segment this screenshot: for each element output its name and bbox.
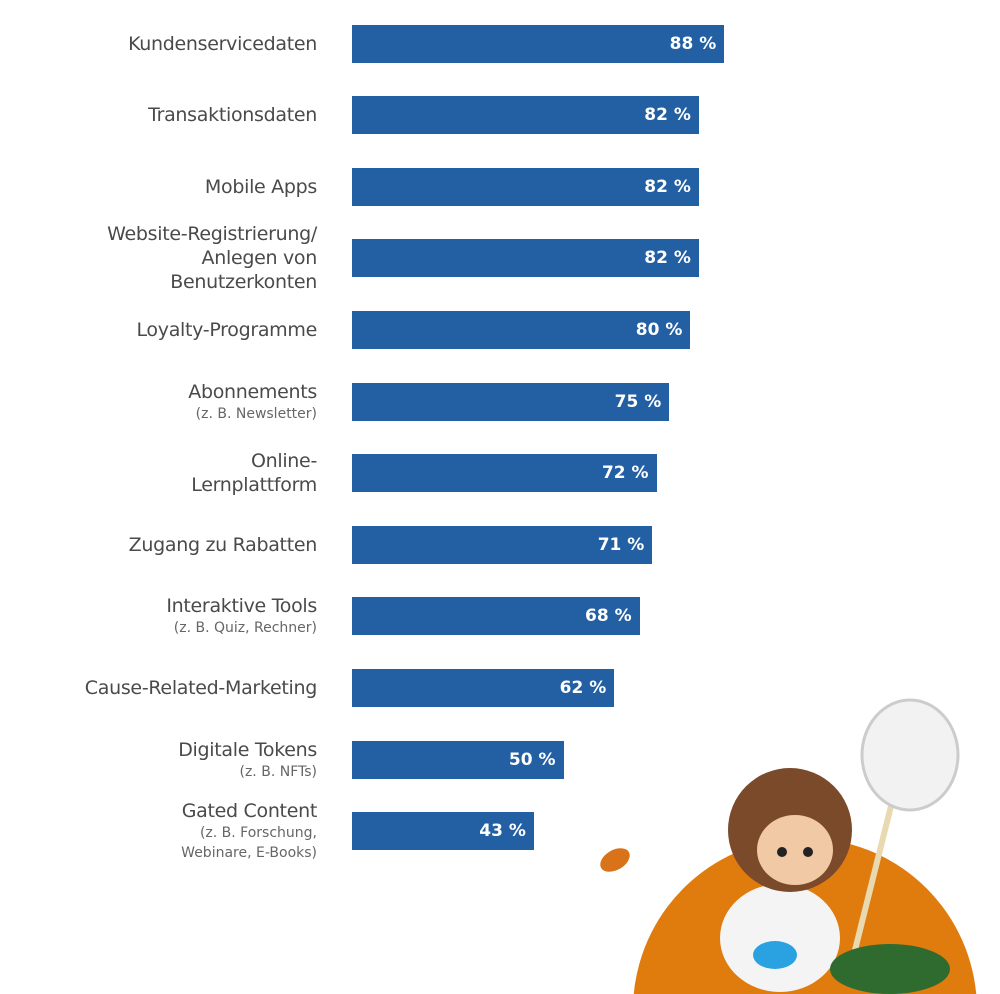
category-label-line: Online- bbox=[250, 450, 317, 473]
category-label: Loyalty-Programme bbox=[136, 318, 317, 342]
category-label: Mobile Apps bbox=[205, 175, 317, 199]
category-label: Digitale Tokens (z. B. NFTs) bbox=[178, 738, 317, 782]
category-label: Website-Registrierung/Anlegen von Benutze… bbox=[107, 222, 317, 294]
category-label-line: Website-Registrierung/ bbox=[107, 223, 317, 246]
category-label-line: Gated Content bbox=[181, 800, 318, 823]
data-label: 68 % bbox=[585, 606, 632, 627]
data-label: 62 % bbox=[559, 677, 607, 698]
mascot-illustration bbox=[600, 698, 977, 994]
category-label-line: Digitale Tokens bbox=[178, 738, 317, 761]
bar: 88 % bbox=[352, 24, 725, 63]
data-label: 82 % bbox=[644, 248, 691, 269]
data-label: 82 % bbox=[644, 105, 691, 126]
bar: 82 % bbox=[352, 96, 699, 135]
category-sublabel: (z. B. NFTs) bbox=[239, 763, 318, 780]
data-label: 50 % bbox=[508, 749, 556, 770]
category-label: Online- Lernplattform bbox=[191, 449, 317, 497]
category-label-line: Abonnements bbox=[188, 380, 317, 403]
bar: 62 % bbox=[352, 668, 615, 707]
category-label-line: Zugang zu Rabatten bbox=[128, 533, 318, 556]
butterfly-icon bbox=[600, 848, 630, 872]
category-label: Kundenservicedaten bbox=[128, 32, 317, 56]
category-sublabel: Webinare, E-Books) bbox=[181, 845, 317, 862]
data-label: 75 % bbox=[614, 391, 662, 412]
category-label: Cause-Related-Marketing bbox=[84, 676, 318, 700]
bar: 75 % bbox=[352, 382, 670, 421]
bar: 80 % bbox=[352, 310, 691, 349]
bar: 43 % bbox=[352, 812, 534, 851]
data-label: 72 % bbox=[601, 463, 649, 484]
bar: 82 % bbox=[352, 167, 699, 206]
category-label-line: Lernplattform bbox=[191, 474, 317, 497]
mascot-body bbox=[720, 884, 840, 992]
bush bbox=[830, 944, 950, 994]
bar: 68 % bbox=[352, 597, 640, 636]
bar: 71 % bbox=[352, 525, 653, 564]
category-label-line: Mobile Apps bbox=[204, 175, 317, 198]
bar: 82 % bbox=[352, 239, 699, 278]
data-label: 80 % bbox=[635, 319, 683, 340]
category-sublabel: (z. B. Forschung, bbox=[199, 825, 317, 842]
category-label: Transaktionsdaten bbox=[148, 103, 317, 127]
cloud-logo-icon bbox=[753, 941, 797, 969]
bar: 72 % bbox=[352, 454, 657, 493]
category-label-line: Cause-Related-Marketing bbox=[84, 676, 318, 699]
category-label-line: Loyalty-Programme bbox=[136, 318, 317, 341]
category-sublabel: (z. B. Newsletter) bbox=[195, 405, 317, 422]
net-icon bbox=[860, 698, 960, 812]
category-sublabel: (z. B. Quiz, Rechner) bbox=[173, 620, 317, 637]
data-label: 88 % bbox=[669, 33, 717, 54]
category-label: Abonnements (z. B. Newsletter) bbox=[188, 380, 317, 424]
bar: 50 % bbox=[352, 740, 564, 779]
category-label: Zugang zu Rabatten bbox=[128, 533, 318, 557]
mascot-face bbox=[757, 815, 833, 885]
category-label: Interaktive Tools (z. B. Quiz, Rechner) bbox=[166, 594, 317, 638]
data-label: 43 % bbox=[479, 821, 526, 842]
category-label: Gated Content (z. B. Forschung, Webinare, … bbox=[181, 799, 317, 863]
data-label: 82 % bbox=[644, 176, 691, 197]
category-label-line: Anlegen von bbox=[201, 247, 318, 270]
net-handle bbox=[852, 789, 898, 951]
data-label: 71 % bbox=[597, 534, 645, 555]
category-label-line: Kundenservicedaten bbox=[128, 32, 317, 55]
mascot-eye bbox=[777, 847, 787, 857]
category-label-line: Transaktionsdaten bbox=[148, 104, 317, 127]
category-label-line: Interaktive Tools bbox=[166, 595, 317, 618]
category-label-line: Benutzerkonten bbox=[170, 271, 317, 294]
mascot-eye bbox=[803, 847, 813, 857]
